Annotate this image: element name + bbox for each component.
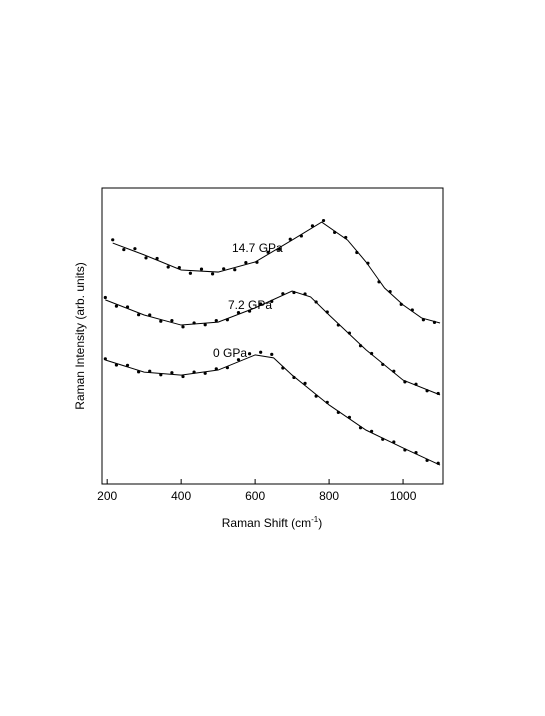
data-point [181, 374, 185, 379]
data-point [247, 352, 252, 356]
data-point [170, 319, 174, 323]
data-point [125, 363, 130, 367]
data-point [233, 268, 237, 272]
x-tick-label: 600 [245, 489, 265, 503]
x-label-text: Raman Shift (cm [222, 516, 311, 530]
data-point [203, 323, 207, 327]
data-point [166, 265, 170, 269]
data-point [111, 238, 115, 242]
data-point [266, 250, 270, 254]
fit-line [105, 354, 441, 466]
data-point [236, 311, 241, 315]
data-point [122, 247, 126, 252]
data-point [244, 260, 248, 265]
data-point [133, 247, 137, 251]
data-point [103, 295, 107, 300]
data-point [155, 256, 159, 261]
data-point [137, 313, 141, 317]
x-axis-label: Raman Shift (cm-1) [222, 515, 322, 530]
x-tick-label: 1000 [390, 489, 417, 503]
data-point [303, 381, 307, 385]
x-tick-label: 400 [171, 489, 191, 503]
data-point [214, 319, 218, 323]
x-tick-label: 200 [97, 489, 117, 503]
fit-line [105, 290, 441, 396]
data-point [236, 358, 241, 362]
data-point [188, 271, 192, 275]
fit-line [112, 221, 441, 324]
x-label-end: ) [318, 516, 322, 530]
data-point [114, 304, 119, 308]
data-point [199, 267, 204, 271]
plot-frame [101, 187, 444, 485]
series-label: 0 GPa [213, 346, 247, 360]
data-point [321, 218, 326, 223]
y-axis-label: Raman Intensity (arb. units) [73, 262, 87, 409]
data-point [203, 371, 207, 375]
data-point [222, 267, 226, 271]
data-point [144, 256, 148, 260]
data-point [103, 357, 107, 361]
data-point [159, 319, 163, 323]
data-point [210, 272, 215, 276]
data-point [270, 352, 274, 356]
x-label-sup: -1 [311, 515, 319, 524]
data-point [259, 350, 263, 354]
data-point [181, 325, 185, 329]
series-label: 14.7 GPa [232, 241, 283, 255]
series-label: 7.2 GPa [228, 298, 272, 312]
data-point [288, 237, 292, 241]
data-point [214, 367, 218, 371]
data-point [170, 371, 174, 375]
x-tick-label: 800 [319, 489, 339, 503]
